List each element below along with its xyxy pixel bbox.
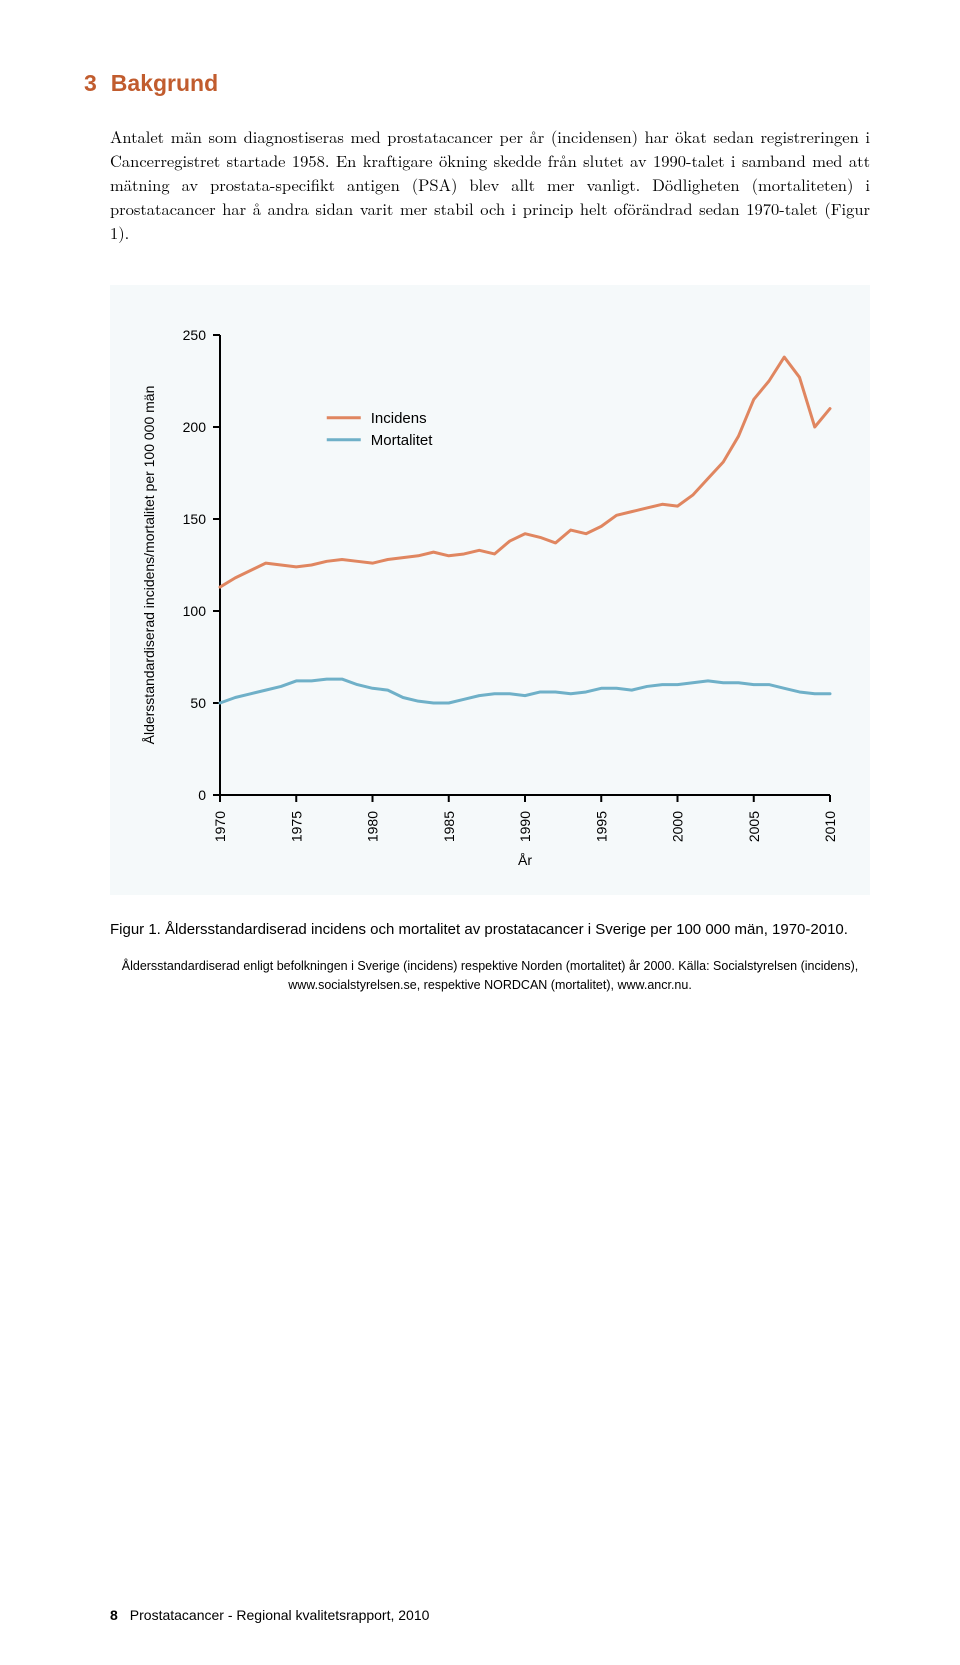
svg-text:250: 250 bbox=[183, 327, 207, 343]
svg-text:1995: 1995 bbox=[593, 810, 609, 841]
svg-text:Incidens: Incidens bbox=[371, 409, 427, 426]
body-paragraph: Antalet män som diagnostiseras med prost… bbox=[110, 125, 870, 245]
svg-text:2000: 2000 bbox=[670, 810, 686, 841]
section-heading: 3 Bakgrund bbox=[84, 70, 870, 97]
page-footer: 8 Prostatacancer - Regional kvalitetsrapp… bbox=[110, 1607, 429, 1623]
svg-text:50: 50 bbox=[190, 695, 206, 711]
svg-text:1970: 1970 bbox=[212, 810, 228, 841]
svg-text:200: 200 bbox=[183, 419, 207, 435]
svg-text:1985: 1985 bbox=[441, 810, 457, 841]
section-number: 3 bbox=[84, 70, 97, 96]
svg-text:Mortalitet: Mortalitet bbox=[371, 431, 434, 448]
svg-text:0: 0 bbox=[198, 787, 206, 803]
line-chart: 0 50 100 150 200 250 1970 1975 1980 1985 1990 1995 2… bbox=[130, 315, 850, 875]
footer-text: Prostatacancer - Regional kvalitetsrappo… bbox=[130, 1607, 430, 1623]
svg-text:År: År bbox=[518, 852, 532, 868]
svg-text:Åldersstandardiserad incidens/: Åldersstandardiserad incidens/mortalitet… bbox=[141, 385, 157, 744]
svg-text:1975: 1975 bbox=[288, 810, 304, 841]
figure-note: Åldersstandardiserad enligt befolkningen… bbox=[110, 957, 870, 995]
figure-label: Figur 1. bbox=[110, 921, 161, 938]
svg-text:1990: 1990 bbox=[517, 810, 533, 841]
chart-container: 0 50 100 150 200 250 1970 1975 1980 1985 1990 1995 2… bbox=[110, 285, 870, 895]
svg-text:2010: 2010 bbox=[822, 810, 838, 841]
section-title: Bakgrund bbox=[111, 70, 218, 96]
svg-text:100: 100 bbox=[183, 603, 207, 619]
figure-caption-text: Åldersstandardiserad incidens och mortal… bbox=[165, 921, 848, 938]
svg-text:150: 150 bbox=[183, 511, 207, 527]
svg-text:1980: 1980 bbox=[365, 810, 381, 841]
page-number: 8 bbox=[110, 1607, 118, 1623]
figure-caption: Figur 1. Åldersstandardiserad incidens o… bbox=[110, 919, 870, 942]
svg-text:2005: 2005 bbox=[746, 810, 762, 841]
